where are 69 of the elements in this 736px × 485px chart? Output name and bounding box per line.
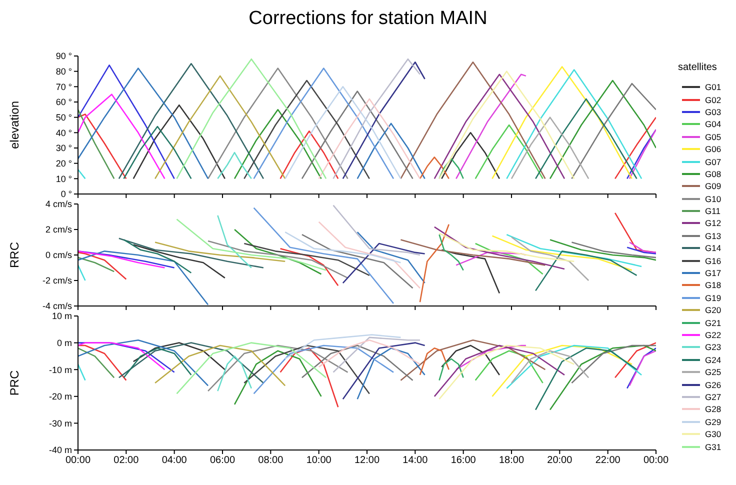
x-tick-label: 22:00 — [595, 455, 621, 466]
x-tick-label: 14:00 — [402, 455, 428, 466]
legend-label: G29 — [705, 416, 722, 427]
y-tick-label: 2 cm/s — [45, 224, 72, 235]
legend-label: G11 — [705, 206, 720, 216]
legend-label: G19 — [705, 292, 722, 303]
y-axis-title: PRC — [7, 370, 22, 396]
legend-label: G24 — [705, 354, 722, 365]
legend-label: G28 — [705, 404, 722, 414]
legend-label: G21 — [705, 318, 722, 328]
legend-label: G13 — [705, 230, 722, 241]
y-axis-title: RRC — [7, 242, 22, 268]
y-tick-label: -20 m — [48, 392, 72, 402]
y-tick-label: 90 ° — [56, 51, 72, 62]
legend-label: G04 — [705, 119, 722, 130]
y-tick-label: -2 cm/s — [42, 276, 72, 286]
x-tick-label: 08:00 — [258, 455, 284, 466]
x-tick-label: 02:00 — [114, 455, 140, 466]
legend-label: G01 — [705, 82, 722, 92]
x-tick-label: 06:00 — [210, 455, 236, 466]
legend-label: G30 — [705, 429, 722, 440]
y-tick-label: -30 m — [48, 418, 72, 428]
y-tick-label: -4 cm/s — [42, 301, 72, 312]
y-tick-label: 0 ° — [60, 189, 72, 200]
legend-label: G22 — [705, 330, 722, 340]
x-tick-label: 04:00 — [162, 455, 188, 466]
legend-label: G14 — [705, 243, 722, 254]
legend-label: G06 — [705, 144, 722, 154]
legend-label: G16 — [705, 256, 722, 266]
legend-label: G08 — [705, 168, 722, 179]
x-tick-label: 00:00 — [65, 455, 91, 466]
y-tick-label: -10 m — [48, 364, 72, 375]
x-tick-label: 10:00 — [306, 455, 332, 466]
y-tick-label: 80 ° — [56, 66, 72, 77]
y-tick-label: 0 m — [56, 338, 72, 348]
x-tick-label: 12:00 — [354, 455, 380, 466]
legend-label: G31 — [705, 442, 722, 452]
legend-label: G05 — [705, 132, 722, 142]
legend-label: G10 — [705, 194, 722, 204]
y-tick-label: 10 ° — [56, 174, 72, 184]
legend-label: G09 — [705, 181, 722, 192]
y-tick-label: -40 m — [48, 445, 72, 456]
y-tick-label: 40 ° — [56, 128, 72, 138]
legend-label: G02 — [705, 94, 722, 105]
legend-label: G27 — [705, 392, 722, 402]
x-tick-label: 16:00 — [450, 455, 476, 466]
legend-label: G20 — [705, 305, 722, 316]
legend-label: G23 — [705, 342, 722, 352]
y-tick-label: 4 cm/s — [45, 199, 72, 210]
legend-label: G18 — [705, 280, 722, 290]
y-tick-label: 10 m — [52, 311, 72, 322]
y-axis-title: elevation — [7, 100, 22, 150]
legend-label: G07 — [705, 156, 722, 167]
legend-label: G26 — [705, 380, 722, 390]
x-tick-label: 00:00 — [643, 455, 669, 466]
legend-label: G03 — [705, 106, 722, 117]
y-tick-label: 70 ° — [56, 82, 72, 92]
y-tick-label: 0 cm/s — [45, 250, 72, 260]
legend-title: satellites — [678, 62, 718, 73]
legend-label: G12 — [705, 218, 722, 228]
x-tick-label: 18:00 — [498, 455, 524, 466]
legend-label: G17 — [705, 268, 722, 278]
chart-title: Corrections for station MAIN — [248, 8, 488, 30]
y-tick-label: 20 ° — [56, 158, 72, 169]
x-tick-label: 20:00 — [547, 455, 573, 466]
y-tick-label: 50 ° — [56, 112, 72, 123]
y-tick-label: 30 ° — [56, 143, 72, 154]
legend-label: G25 — [705, 367, 722, 378]
y-tick-label: 60 ° — [56, 97, 72, 108]
